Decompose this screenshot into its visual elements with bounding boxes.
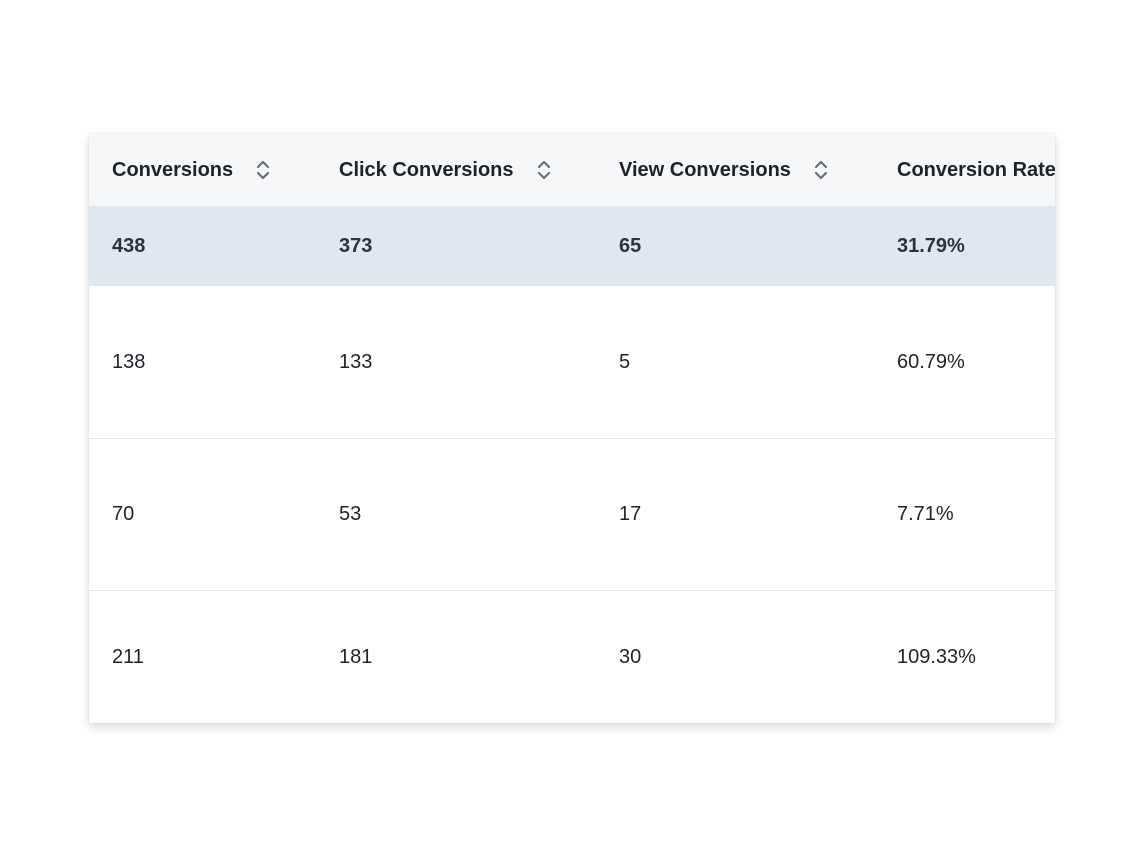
cell-conversions: 138 <box>112 350 146 373</box>
sort-icon[interactable] <box>536 159 552 181</box>
column-header-label: Conversion Rate <box>897 158 1055 181</box>
total-view-conversions: 65 <box>619 234 642 257</box>
cell-conversions: 70 <box>112 503 135 525</box>
table-header-row: Conversions Click Conversions View Conve… <box>89 134 1055 206</box>
column-header-conversion-rate[interactable]: Conversion Rate <box>897 134 1055 206</box>
table-row[interactable]: 138 133 5 60.79% <box>89 286 1055 438</box>
cell-click-conversions: 53 <box>339 503 362 525</box>
cell-conversion-rate: 7.71% <box>897 503 954 525</box>
column-header-label: View Conversions <box>619 158 791 181</box>
sort-icon[interactable] <box>813 159 829 181</box>
conversions-table: Conversions Click Conversions View Conve… <box>89 134 1055 723</box>
cell-view-conversions: 5 <box>619 350 631 373</box>
column-header-label: Conversions <box>112 158 234 181</box>
sort-icon[interactable] <box>255 159 271 181</box>
cell-conversions: 211 <box>112 645 144 668</box>
total-row: 438 373 65 31.79% <box>89 206 1055 286</box>
cell-conversion-rate: 109.33% <box>897 645 976 668</box>
column-header-view-conversions[interactable]: View Conversions <box>619 134 829 206</box>
cell-view-conversions: 30 <box>619 645 642 668</box>
column-header-label: Click Conversions <box>339 158 514 181</box>
table-row[interactable]: 211 181 30 109.33% <box>89 590 1055 723</box>
cell-view-conversions: 17 <box>619 503 642 525</box>
cell-click-conversions: 133 <box>339 350 373 373</box>
column-header-conversions[interactable]: Conversions <box>112 134 271 206</box>
column-header-click-conversions[interactable]: Click Conversions <box>339 134 552 206</box>
total-conversions: 438 <box>112 234 146 257</box>
total-click-conversions: 373 <box>339 234 373 257</box>
table-row[interactable]: 70 53 17 7.71% <box>89 438 1055 590</box>
cell-conversion-rate: 60.79% <box>897 350 965 373</box>
cell-click-conversions: 181 <box>339 645 373 668</box>
total-conversion-rate: 31.79% <box>897 234 965 257</box>
conversions-table-card: Conversions Click Conversions View Conve… <box>89 134 1055 723</box>
